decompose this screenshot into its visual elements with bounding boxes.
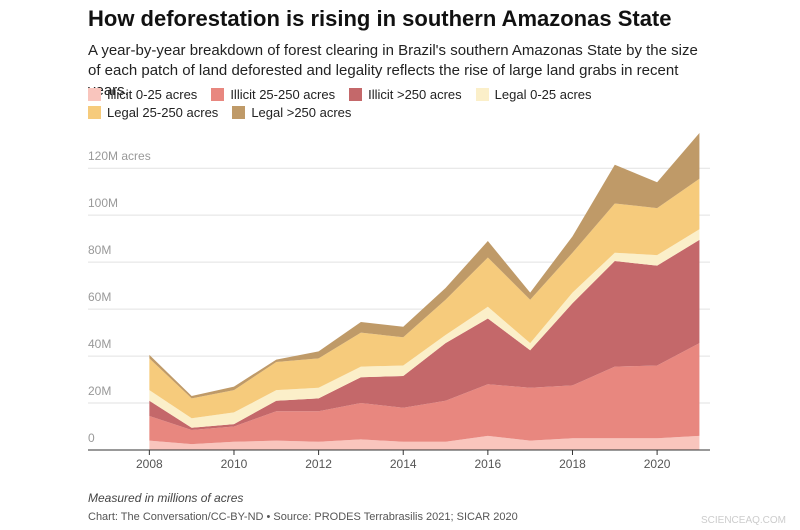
y-tick-label: 20M	[88, 384, 111, 398]
legend-swatch	[232, 106, 246, 119]
x-tick-label: 2018	[559, 457, 586, 471]
legend-item: Illicit 25-250 acres	[211, 87, 335, 102]
legend-label: Legal >250 acres	[251, 105, 352, 120]
legend: Illicit 0-25 acres Illicit 25-250 acres Il…	[88, 87, 708, 120]
x-tick-label: 2016	[475, 457, 502, 471]
x-tick-label: 2020	[644, 457, 671, 471]
legend-swatch	[349, 88, 363, 101]
legend-label: Illicit 0-25 acres	[107, 87, 198, 102]
chart-subtitle: A year-by-year breakdown of forest clear…	[88, 42, 698, 99]
watermark: SCIENCEAQ.COM	[700, 515, 786, 526]
legend-item: Legal 25-250 acres	[88, 105, 218, 120]
area	[149, 239, 700, 431]
area	[149, 435, 700, 450]
legend-label: Legal 0-25 acres	[494, 87, 592, 102]
legend-item: Illicit 0-25 acres	[88, 87, 197, 102]
legend-label: Illicit >250 acres	[368, 87, 462, 102]
note: Measured in millions of acres	[88, 491, 244, 505]
y-tick-label: 60M	[88, 290, 111, 304]
x-tick-label: 2014	[390, 457, 417, 471]
y-tick-label: 80M	[88, 243, 111, 257]
y-tick-label: 100M	[88, 196, 118, 210]
legend-swatch	[475, 88, 489, 101]
y-tick-label: 40M	[88, 337, 111, 351]
legend-item: Illicit >250 acres	[349, 87, 462, 102]
y-tick-label: 120M acres	[88, 149, 151, 163]
legend-label: Legal 25-250 acres	[107, 105, 219, 120]
legend-swatch	[88, 88, 101, 101]
x-tick-label: 2010	[221, 457, 248, 471]
area	[149, 343, 700, 445]
legend-label: Illicit 25-250 acres	[230, 87, 336, 102]
legend-swatch	[88, 106, 101, 119]
y-tick-label: 0	[88, 431, 95, 445]
legend-item: Legal 0-25 acres	[475, 87, 592, 102]
x-tick-label: 2008	[136, 457, 163, 471]
x-tick-label: 2012	[305, 457, 332, 471]
source: Chart: The Conversation/CC-BY-ND • Sourc…	[88, 511, 518, 523]
legend-item: Legal >250 acres	[232, 105, 351, 120]
legend-swatch	[211, 88, 225, 101]
chart-title: How deforestation is rising in southern …	[88, 6, 672, 31]
